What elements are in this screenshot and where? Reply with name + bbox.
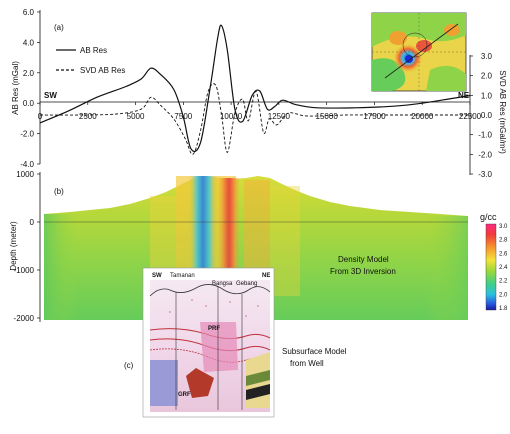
colorbar-ticks: 3.0 2.8 2.6 2.4 2.2 2.0 1.8 xyxy=(499,224,508,312)
legend-ab-res-label: AB Res xyxy=(80,46,107,55)
x-tick-label: 22500 xyxy=(459,112,482,121)
panel-c-well-label-1: Tamanan xyxy=(170,273,195,279)
panel-c-prf-label: PRF xyxy=(208,326,220,332)
colorbar-tick-label: 1.8 xyxy=(499,306,508,312)
colorbar-tick-label: 2.4 xyxy=(499,265,508,271)
right-tick-label: -1.0 xyxy=(478,131,492,140)
panel-b-ticks: 1000 0 -1000 -2000 xyxy=(14,170,40,323)
right-tick-label: 3.0 xyxy=(481,52,493,61)
x-tick-label: 17500 xyxy=(363,112,386,121)
left-tick-label: 0.0 xyxy=(23,99,35,108)
x-tick-label: 20000 xyxy=(411,112,434,121)
left-tick-label: -4.0 xyxy=(20,160,34,169)
colorbar-tick-label: 3.0 xyxy=(499,224,508,230)
ne-direction-label: NE xyxy=(458,91,470,100)
panel-c-well-label-3: Gebang xyxy=(236,281,257,287)
colorbar-unit-label: g/cc xyxy=(480,212,497,222)
colorbar-tick-label: 2.8 xyxy=(499,238,508,244)
right-tick-label: -3.0 xyxy=(478,170,492,179)
panel-a-series xyxy=(39,24,471,155)
left-tick-label: 4.0 xyxy=(23,38,35,47)
panel-c-tag: (c) xyxy=(124,361,134,370)
panel-a-chart: 0 2500 5000 7500 10000 12500 15000 17500 20000 22… xyxy=(11,8,507,179)
x-tick-label: 12500 xyxy=(268,112,291,121)
x-tick-label: 0 xyxy=(38,112,43,121)
legend-svd-label: SVD AB Res xyxy=(80,66,125,75)
x-tick-label: 5000 xyxy=(127,112,145,121)
ab-res-line xyxy=(39,24,471,153)
svd-ab-res-line xyxy=(39,83,470,155)
left-tick-label: 6.0 xyxy=(23,8,35,17)
panel-b-depth-axis-title: Depth (meter) xyxy=(9,221,18,271)
sw-direction-label: SW xyxy=(44,91,57,100)
x-tick-label: 10000 xyxy=(220,112,243,121)
depth-tick-label: -2000 xyxy=(14,314,35,323)
panel-b-tag: (b) xyxy=(54,187,64,196)
right-tick-label: 1.0 xyxy=(481,91,493,100)
x-tick-label: 2500 xyxy=(79,112,97,121)
colorbar-tick-label: 2.2 xyxy=(499,279,508,285)
panel-c-sw-label: SW xyxy=(152,273,162,279)
panel-c-ne-label: NE xyxy=(262,273,270,279)
right-tick-label: 2.0 xyxy=(481,72,493,81)
density-colorbar: g/cc 3.0 2.8 2.6 2.4 2.2 2.0 1.8 xyxy=(480,212,508,312)
right-tick-label: 0.0 xyxy=(481,111,493,120)
panel-c-grf-label: GRF xyxy=(178,392,191,398)
depth-tick-label: 0 xyxy=(30,218,35,227)
panel-c-caption-line2: from Well xyxy=(290,359,324,368)
panel-a-ticks: 0 2500 5000 7500 10000 12500 15000 17500 20000 22… xyxy=(20,8,492,179)
panel-a-left-axis-title: AB Res (mGal) xyxy=(11,61,20,115)
panel-c-subsurface-model: SW NE Tamanan Bangsa Gebang PRF GRF (c) … xyxy=(124,267,347,418)
x-tick-label: 15000 xyxy=(316,112,339,121)
depth-tick-label: -1000 xyxy=(14,266,35,275)
colorbar-tick-label: 2.0 xyxy=(499,292,508,298)
density-caption-line2: From 3D Inversion xyxy=(330,267,396,276)
panel-c-well-label-2: Bangsa xyxy=(212,281,233,287)
left-tick-label: 2.0 xyxy=(23,69,35,78)
depth-tick-label: 1000 xyxy=(16,170,34,179)
right-tick-label: -2.0 xyxy=(478,150,492,159)
location-inset-map xyxy=(371,12,467,92)
panel-c-caption-line1: Subsurface Model xyxy=(282,347,347,356)
density-caption-line1: Density Model xyxy=(338,255,389,264)
panel-a-legend: AB Res SVD AB Res xyxy=(56,46,125,75)
colorbar-tick-label: 2.6 xyxy=(499,251,508,257)
panel-a-right-axis-title: SVD AB Res (mGal/m²) xyxy=(498,70,507,154)
left-tick-label: -2.0 xyxy=(20,130,34,139)
panel-a-tag: (a) xyxy=(54,23,64,32)
